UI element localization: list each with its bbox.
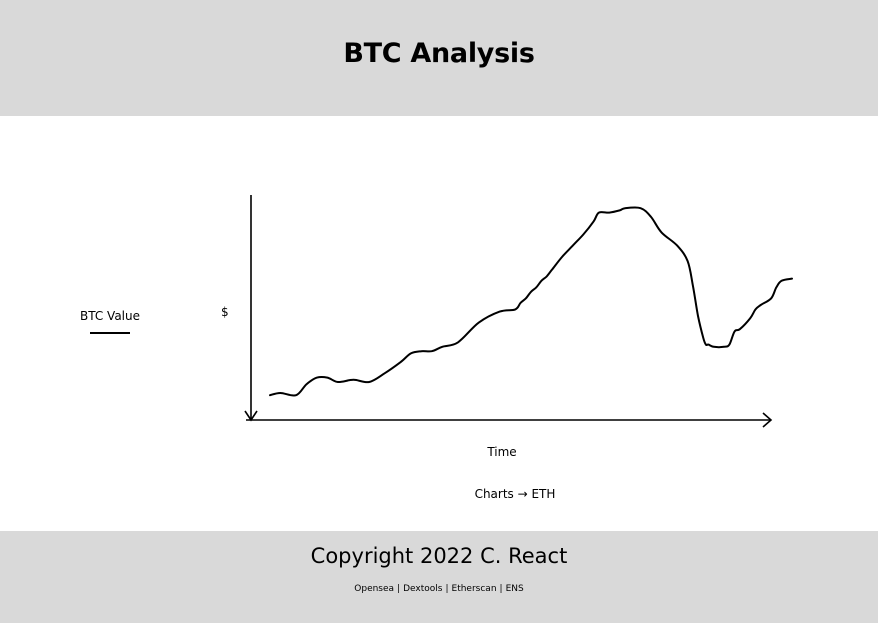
copyright-text: Copyright 2022 C. React: [310, 544, 568, 568]
footer-separator: |: [397, 584, 401, 594]
btc-line-chart: [244, 195, 793, 428]
charts-eth-link[interactable]: Charts → ETH: [474, 487, 556, 501]
footer-separator: |: [445, 584, 449, 594]
y-axis-label: $: [221, 305, 229, 319]
x-axis-label: Time: [487, 445, 517, 459]
page-title: BTC Analysis: [343, 38, 535, 69]
footer-link-dextools[interactable]: Dextools: [403, 584, 443, 594]
footer-link-opensea[interactable]: Opensea: [354, 584, 395, 594]
x-axis-arrowhead: [762, 412, 773, 428]
btc-value-series-line: [269, 206, 793, 397]
legend-label: BTC Value: [79, 309, 140, 323]
page-footer: Copyright 2022 C. React Opensea | Dextools…: [0, 531, 878, 623]
footer-links: Opensea | Dextools | Etherscan | ENS: [0, 584, 878, 594]
footer-link-etherscan[interactable]: Etherscan: [451, 584, 497, 594]
footer-separator: |: [499, 584, 503, 594]
footer-link-ens[interactable]: ENS: [505, 584, 524, 594]
legend-line-swatch: [90, 332, 130, 334]
page-header: BTC Analysis: [0, 0, 878, 116]
